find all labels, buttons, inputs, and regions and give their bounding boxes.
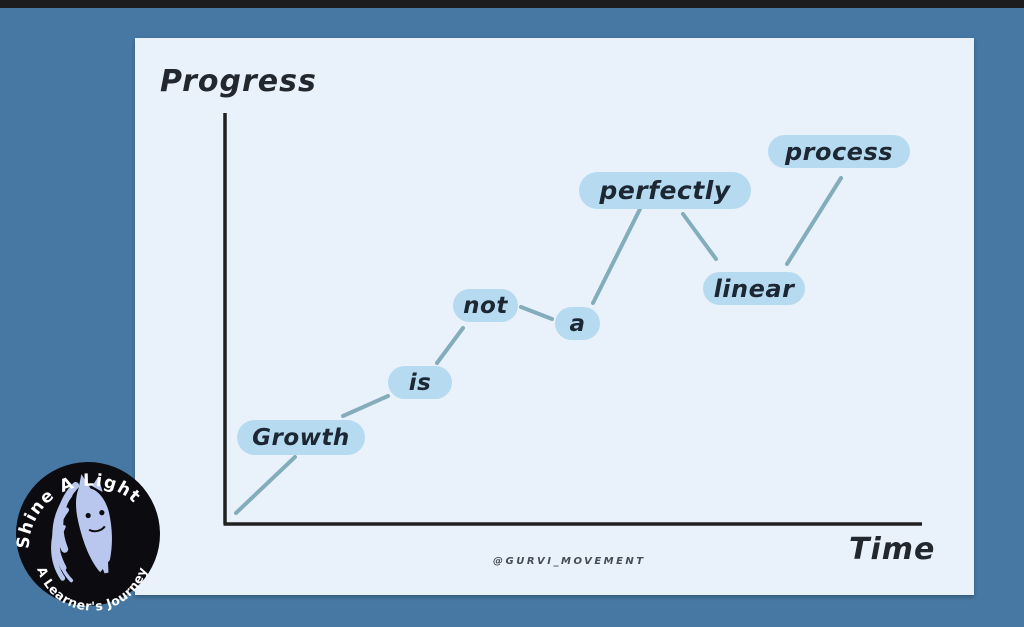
data-point-pill-a: a	[555, 307, 600, 340]
y-axis-label: Progress	[160, 64, 317, 99]
x-axis-label: Time	[849, 532, 936, 567]
data-point-pill-growth: Growth	[237, 420, 365, 455]
data-point-pill-process: process	[768, 135, 910, 168]
data-point-pill-is: is	[388, 366, 452, 399]
trend-segment-perfectly-linear	[681, 212, 718, 261]
watermark-handle: @gurvi_movement	[493, 556, 646, 567]
trend-segment-a-perfectly	[591, 207, 642, 305]
horse-icon	[51, 474, 112, 583]
trend-segment-growth-is	[341, 394, 390, 418]
trend-line	[234, 176, 843, 515]
trend-segment-linear-process	[785, 176, 843, 266]
data-point-pill-linear: linear	[703, 272, 805, 305]
trend-segment-origin-growth	[234, 455, 297, 515]
logo-badge: Shine A Light A Learner's Journey	[6, 459, 160, 616]
trend-segment-not-a	[519, 305, 554, 321]
axes	[223, 113, 922, 526]
trend-segment-is-not	[435, 326, 465, 365]
data-point-pill-perfectly: perfectly	[579, 172, 751, 209]
top-black-bar	[0, 0, 1024, 8]
data-point-pill-not: not	[453, 289, 518, 322]
chart-card: Progress Time @gurvi_movement Growth is …	[135, 38, 974, 595]
